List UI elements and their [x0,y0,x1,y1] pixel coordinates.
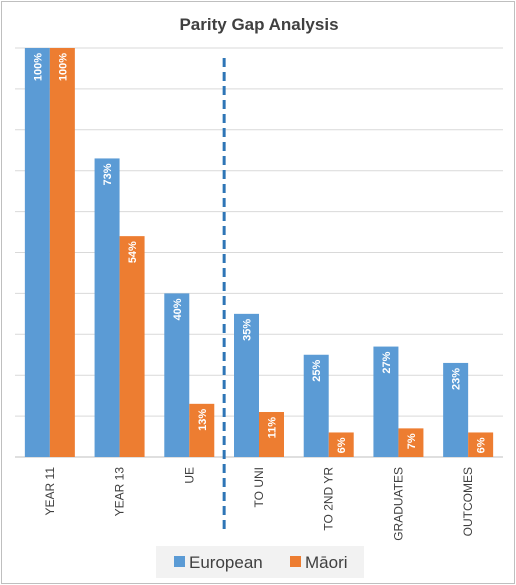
bar-maori [49,48,75,457]
bar-maori [259,412,284,457]
value-label: 23% [451,368,463,390]
category-label: OUTCOMES [461,467,475,536]
value-label: 35% [242,319,254,341]
value-label: 7% [406,433,418,449]
legend: European Māori [156,546,364,578]
value-label: 40% [172,298,184,320]
bar-european [443,362,469,457]
bar-european [303,354,329,457]
value-label: 54% [127,241,139,263]
legend-label: European [189,553,263,572]
value-label: 27% [381,351,393,373]
value-label: 11% [267,417,279,439]
legend-label: Māori [305,553,348,572]
bar-maori [468,432,494,457]
category-labels: YEAR 11 YEAR 13 UE TO UNI TO 2ND YR GRADUATES… [43,467,475,541]
legend-swatch [290,556,301,567]
value-label: 6% [476,437,488,453]
category-label: YEAR 13 [113,467,127,517]
legend-box [156,546,364,578]
bar-maori [328,432,354,457]
bar-maori [189,403,215,457]
category-label: YEAR 11 [43,467,57,516]
value-label: 73% [102,163,114,185]
bar-european [94,158,120,457]
bar-maori [398,428,424,457]
category-label: TO 2ND YR [322,467,336,531]
chart-title: Parity Gap Analysis [179,15,338,34]
bar-european [373,346,399,457]
bar-european [24,48,50,457]
bar-european [164,293,190,457]
value-label: 100% [32,53,44,81]
legend-swatch [174,556,185,567]
category-label: UE [182,467,196,484]
category-label: GRADUATES [391,467,405,541]
value-label: 25% [311,360,323,382]
bar-european [234,313,259,457]
value-label: 100% [57,53,69,81]
bars: 100% 100% 73% 54% 40% 13% 35% 11% 25% 6% 27% 7% 23% 6… [24,48,494,457]
category-label: TO UNI [252,467,266,507]
bar-maori [119,236,145,457]
value-label: 6% [336,437,348,453]
value-label: 13% [197,409,209,431]
